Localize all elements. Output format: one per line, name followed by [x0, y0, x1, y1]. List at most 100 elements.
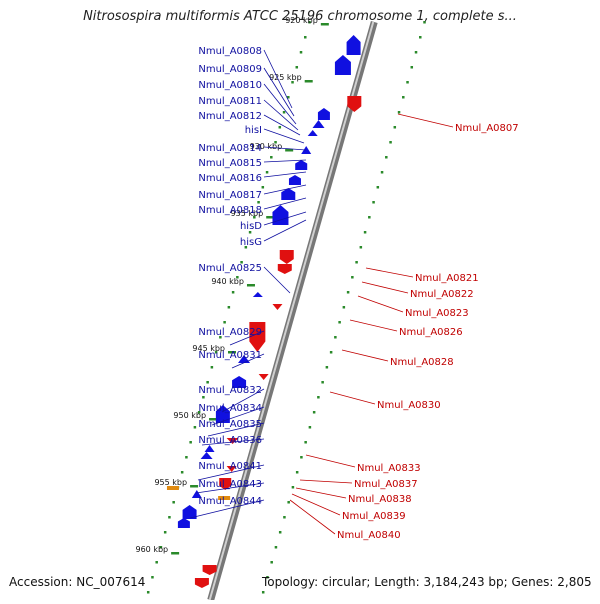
scale-label: 920 kbp [285, 16, 318, 25]
outer-left-track-dot [299, 51, 303, 54]
left-gene-label: Nmul_A0810 [198, 80, 262, 91]
right-gene-label: Nmul_A0840 [337, 530, 401, 541]
outer-left-track-dot [180, 471, 184, 474]
outer-left-track-dot [151, 576, 154, 579]
left-gene-label: Nmul_A0809 [198, 64, 262, 75]
outer-left-track-dot [265, 171, 269, 174]
forward-gene [281, 188, 296, 200]
right-leader-line [291, 493, 341, 516]
scale-tick [228, 351, 237, 354]
outer-left-track-dot [308, 21, 311, 24]
left-gene-label: Nmul_A0834 [198, 403, 262, 414]
outer-right-track-dot [304, 441, 307, 444]
outer-right-track-dot [287, 501, 290, 504]
scale-label: 930 kbp [250, 142, 283, 151]
left-gene-label: hisI [245, 125, 262, 136]
left-gene-label: Nmul_A0832 [198, 385, 262, 396]
scale-tick [246, 284, 255, 287]
scale-tick [320, 23, 329, 26]
outer-left-track-dot [219, 336, 222, 339]
forward-gene [252, 292, 263, 297]
outer-right-track-dot [338, 321, 341, 324]
outer-right-track-dot [317, 396, 320, 399]
right-gene-label: Nmul_A0828 [390, 357, 454, 368]
scale-label: 955 kbp [154, 478, 187, 487]
right-leader-line [295, 487, 347, 499]
outer-left-track-dot [185, 456, 188, 459]
outer-right-track-dot [380, 171, 384, 174]
outer-left-track-dot [248, 231, 252, 234]
scale-label: 940 kbp [211, 277, 244, 286]
outer-left-track-dot [223, 321, 226, 324]
left-leader-line [263, 99, 299, 131]
outer-right-track-dot [414, 51, 418, 54]
outer-left-track-dot [291, 81, 294, 84]
left-leader-line [263, 266, 291, 294]
left-gene-label: Nmul_A0831 [198, 350, 262, 361]
left-gene-label: Nmul_A0829 [198, 327, 262, 338]
outer-left-track-dot [295, 66, 299, 69]
forward-gene [288, 175, 301, 185]
left-gene-label: Nmul_A0817 [198, 190, 262, 201]
outer-right-track-dot [291, 486, 295, 489]
outer-right-track-dot [308, 426, 312, 429]
right-gene-label: Nmul_A0823 [405, 308, 469, 319]
outer-left-track-dot [287, 96, 290, 99]
right-gene-label: Nmul_A0839 [342, 511, 406, 522]
outer-right-track-dot [397, 111, 401, 114]
scale-label: 945 kbp [192, 344, 225, 353]
outer-right-track-dot [283, 516, 286, 519]
scale-tick [209, 418, 218, 421]
outer-left-track-dot [189, 441, 192, 444]
outer-right-track-dot [363, 231, 367, 234]
outer-left-track-dot [231, 291, 235, 294]
outer-left-track-dot [304, 36, 307, 39]
scale-tick [171, 552, 180, 555]
right-gene-label: Nmul_A0833 [357, 463, 421, 474]
left-leader-line [207, 422, 265, 437]
outer-right-track-dot [406, 81, 409, 84]
left-gene-label: Nmul_A0808 [198, 46, 262, 57]
outer-right-track-dot [385, 156, 388, 159]
left-leader-line [263, 159, 307, 163]
right-leader-line [361, 281, 409, 294]
scale-label: 960 kbp [136, 545, 169, 554]
left-gene-label: hisD [240, 221, 262, 232]
map-title: Nitrosospira multiformis ATCC 25196 chro… [83, 9, 517, 24]
forward-gene [295, 160, 308, 170]
scale-label: 950 kbp [173, 411, 206, 420]
orange-marker [218, 496, 231, 500]
scale-label: 935 kbp [231, 209, 264, 218]
right-gene-label: Nmul_A0830 [377, 400, 441, 411]
left-leader-line [195, 482, 265, 494]
reverse-gene [194, 578, 209, 588]
outer-right-track-dot [368, 216, 371, 219]
reverse-gene [219, 478, 232, 490]
scale-label: 925 kbp [269, 73, 302, 82]
outer-right-track-dot [355, 261, 358, 264]
left-leader-line [211, 406, 265, 426]
outer-right-track-dot [270, 561, 273, 564]
left-gene-label: hisG [240, 237, 262, 248]
outer-left-track-dot [210, 366, 214, 369]
right-leader-line [305, 454, 356, 468]
outer-right-track-dot [312, 411, 316, 414]
left-leader-line [263, 211, 307, 226]
scale-tick [285, 149, 294, 152]
left-leader-line [201, 438, 265, 446]
outer-left-track-dot [159, 546, 163, 549]
outer-left-track-dot [240, 261, 243, 264]
outer-right-track-dot [351, 276, 354, 279]
reverse-gene [202, 565, 217, 575]
left-gene-label: Nmul_A0841 [198, 461, 262, 472]
outer-left-track-dot [214, 351, 218, 354]
outer-left-track-dot [244, 246, 248, 249]
left-gene-label: Nmul_A0818 [198, 205, 262, 216]
left-leader-line [263, 67, 295, 117]
outer-right-track-dot [372, 201, 375, 204]
forward-gene [191, 490, 202, 498]
forward-gene [200, 452, 213, 459]
left-leader-line [263, 219, 307, 242]
outer-right-track-dot [389, 141, 392, 144]
